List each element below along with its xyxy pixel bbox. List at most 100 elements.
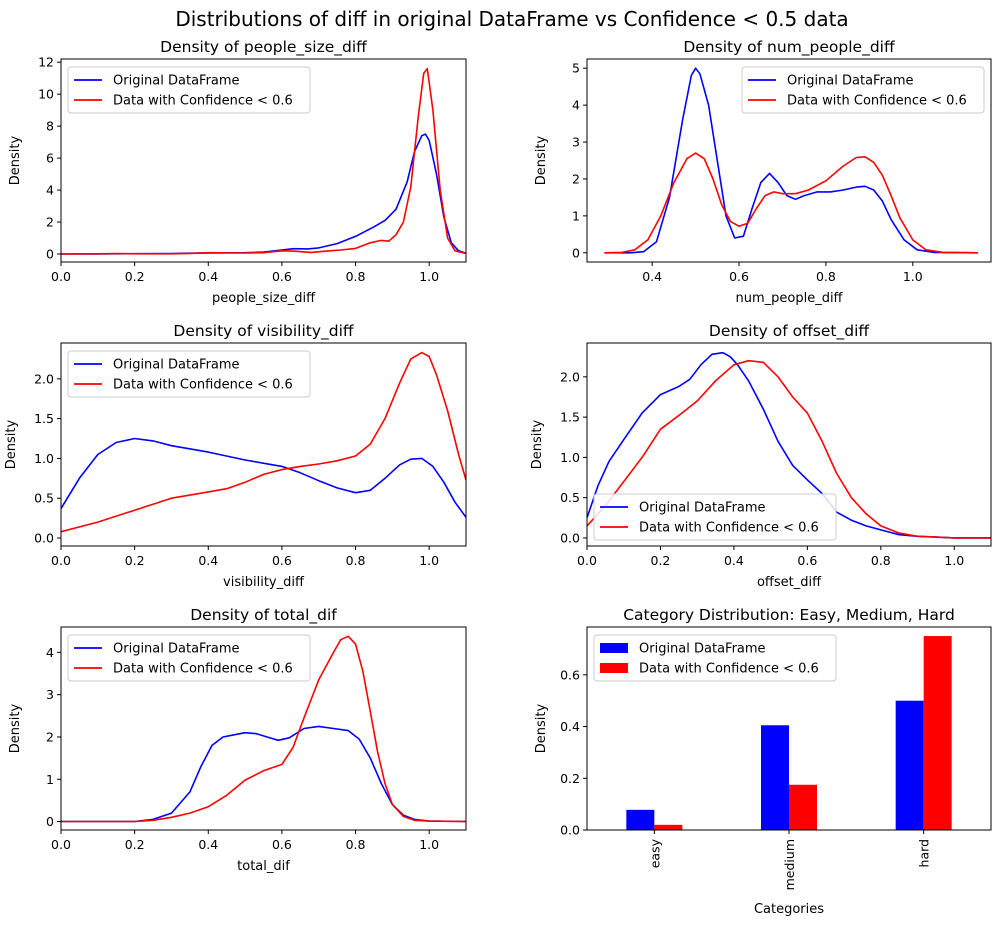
y-tick-label: 1 <box>572 208 580 223</box>
x-tick-label: 0.6 <box>729 269 749 284</box>
y-tick-label: 6 <box>46 151 54 166</box>
x-tick-label: 0.8 <box>346 553 366 568</box>
x-tick-label: medium <box>782 839 797 890</box>
axes-frame <box>60 58 467 263</box>
x-tick-label: 1.0 <box>944 553 964 568</box>
legend-label: Data with Confidence < 0.6 <box>113 662 293 677</box>
series-line-original <box>61 437 466 518</box>
x-tick-label: hard <box>917 839 932 867</box>
subplot-grid: Density of people_size_diff024681012Dens… <box>4 38 992 917</box>
x-tick-label: 1.0 <box>419 269 439 284</box>
series-line-original <box>61 725 466 823</box>
series-line-original <box>587 351 991 539</box>
subplot-title: Density of visibility_diff <box>173 322 353 341</box>
x-tick-label: 0.0 <box>51 553 71 568</box>
legend-label: Original DataFrame <box>639 642 766 657</box>
y-axis-label: Density <box>8 703 23 753</box>
y-axis-label: Density <box>8 135 23 185</box>
legend-label: Original DataFrame <box>113 642 240 657</box>
x-tick-label: 0.4 <box>724 553 744 568</box>
axes-frame <box>60 342 467 547</box>
legend-label: Original DataFrame <box>639 501 766 516</box>
y-tick-label: 8 <box>46 119 54 134</box>
y-tick-label: 1.5 <box>34 411 54 426</box>
x-tick-label: 0.2 <box>125 553 145 568</box>
subplot-visibility: Density of visibility_diff 0.0 0.5 1.0 1.5 2.… <box>4 322 467 590</box>
legend-label: Data with Confidence < 0.6 <box>113 378 293 393</box>
series-line-low-confidence <box>587 359 991 539</box>
axes-frame <box>586 342 992 547</box>
legend: Original DataFrame Data with Confidence <… <box>67 66 311 114</box>
y-tick-label: 1.0 <box>560 450 580 465</box>
subplot-people_size: Density of people_size_diff 0 2 4 6 8 10 12 Dens… <box>8 38 467 306</box>
y-tick-label: 2.0 <box>34 371 54 386</box>
x-tick-label: 0.4 <box>642 269 662 284</box>
y-tick-label: 2 <box>46 215 54 230</box>
y-tick-label: 5 <box>572 61 580 76</box>
bar-easy-original <box>626 809 655 830</box>
y-axis-label: Density <box>530 419 545 469</box>
y-tick-label: 4 <box>46 183 54 198</box>
series-line-original <box>61 133 466 255</box>
legend-label: Original DataFrame <box>113 74 240 89</box>
x-tick-label: 0.4 <box>198 837 218 852</box>
x-tick-label: 1.0 <box>419 837 439 852</box>
y-tick-label: 0.4 <box>560 719 580 734</box>
x-axis-label: people_size_diff <box>212 291 316 306</box>
x-tick-label: 0.6 <box>272 837 292 852</box>
y-tick-label: 2 <box>572 171 580 186</box>
y-tick-label: 0.0 <box>560 823 580 838</box>
legend: Original DataFrame Data with Confidence <… <box>67 634 311 682</box>
series-line-low-confidence <box>61 635 466 823</box>
subplot-category: Category Distribution: Easy, Medium, Har… <box>534 606 992 917</box>
bar-medium-low-confidence <box>789 784 817 830</box>
x-tick-label: 0.4 <box>198 553 218 568</box>
y-tick-label: 0 <box>46 247 54 262</box>
series-line-original <box>604 67 979 254</box>
axes-frame <box>586 626 992 831</box>
legend: Original DataFrame Data with Confidence <… <box>593 634 837 682</box>
x-tick-label: 0.2 <box>651 553 671 568</box>
y-tick-label: 0.6 <box>560 667 580 682</box>
legend-label: Original DataFrame <box>113 358 240 373</box>
x-tick-label: 0.2 <box>125 837 145 852</box>
legend-label: Original DataFrame <box>787 74 914 89</box>
y-tick-label: 2 <box>46 729 54 744</box>
y-tick-label: 1.5 <box>560 410 580 425</box>
y-tick-label: 0.0 <box>34 531 54 546</box>
legend-swatch <box>600 643 628 653</box>
series-line-low-confidence <box>604 152 979 254</box>
bar-hard-low-confidence <box>923 636 952 830</box>
y-tick-label: 3 <box>572 135 580 150</box>
y-tick-label: 1.0 <box>34 451 54 466</box>
y-axis-label: Density <box>534 135 549 185</box>
bar-easy-low-confidence <box>654 824 683 830</box>
legend: Original DataFrame Data with Confidence <… <box>67 350 311 398</box>
x-tick-label: 0.6 <box>797 553 817 568</box>
y-axis-label: Density <box>4 419 19 469</box>
y-tick-label: 0.2 <box>560 771 580 786</box>
axes-frame <box>586 58 992 263</box>
x-tick-label: 0.6 <box>272 269 292 284</box>
x-tick-label: 0.8 <box>871 553 891 568</box>
figure-suptitle: Distributions of diff in original DataFr… <box>175 7 848 31</box>
x-axis-label: offset_diff <box>757 575 822 590</box>
series-line-low-confidence <box>61 351 466 533</box>
subplot-title: Density of total_dif <box>190 606 337 625</box>
x-tick-label: 0.6 <box>272 553 292 568</box>
legend: Original DataFrame Data with Confidence <… <box>741 66 985 114</box>
legend-label: Data with Confidence < 0.6 <box>787 94 967 109</box>
y-tick-label: 1 <box>46 772 54 787</box>
series-line-low-confidence <box>61 67 466 255</box>
x-tick-label: 0.8 <box>346 837 366 852</box>
subplot-total: Density of total_dif 0 1 2 3 4 Density total_di… <box>8 606 467 874</box>
bar-medium-original <box>761 725 789 830</box>
x-tick-label: 0.0 <box>51 269 71 284</box>
legend-swatch <box>600 663 628 673</box>
x-tick-label: 0.0 <box>577 553 597 568</box>
y-tick-label: 12 <box>38 55 54 70</box>
x-tick-label: 0.8 <box>816 269 836 284</box>
y-tick-label: 0 <box>46 814 54 829</box>
subplot-num_people: Density of num_people_diff 0 1 2 3 4 5 Density n… <box>534 38 992 306</box>
